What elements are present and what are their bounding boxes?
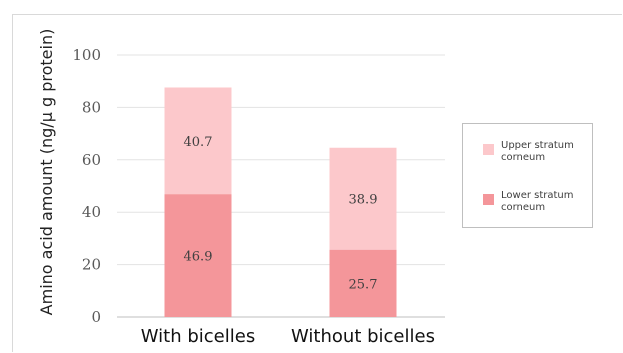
bar-segment [164, 87, 232, 195]
data-label: 40.7 [184, 135, 213, 150]
x-axis-ticks: With bicelles Without bicelles [141, 326, 435, 347]
y-axis-ticks: 0 20 40 60 80 100 [72, 46, 101, 326]
legend-swatch-lower [483, 194, 494, 205]
y-tick-label: 0 [91, 308, 101, 326]
y-tick-label: 20 [82, 256, 101, 274]
data-label: 25.7 [349, 277, 378, 292]
data-label: 38.9 [349, 193, 378, 208]
data-labels: 46.9 40.7 25.7 38.9 [184, 135, 378, 293]
legend: Upper stratum corneum Lower stratum corn… [462, 123, 593, 228]
y-axis-label: Amino acid amount (ng/μ g protein) [37, 29, 56, 316]
bar-segment [164, 194, 232, 317]
data-label: 46.9 [184, 250, 213, 265]
bars [164, 87, 397, 317]
bar-segment [329, 147, 397, 250]
x-tick-label: With bicelles [141, 326, 255, 347]
x-tick-label: Without bicelles [291, 326, 435, 347]
y-tick-label: 100 [72, 46, 101, 64]
y-tick-label: 60 [82, 151, 101, 169]
bar-segment [329, 249, 397, 317]
legend-item-upper: Upper stratum corneum [483, 140, 589, 164]
legend-label-lower: Lower stratum corneum [501, 190, 574, 213]
y-tick-label: 40 [82, 203, 101, 221]
chart-frame [12, 14, 622, 352]
legend-swatch-upper [483, 144, 494, 155]
y-tick-label: 80 [82, 98, 101, 116]
legend-label-upper: Upper stratum corneum [501, 140, 574, 163]
legend-item-lower: Lower stratum corneum [483, 190, 589, 214]
